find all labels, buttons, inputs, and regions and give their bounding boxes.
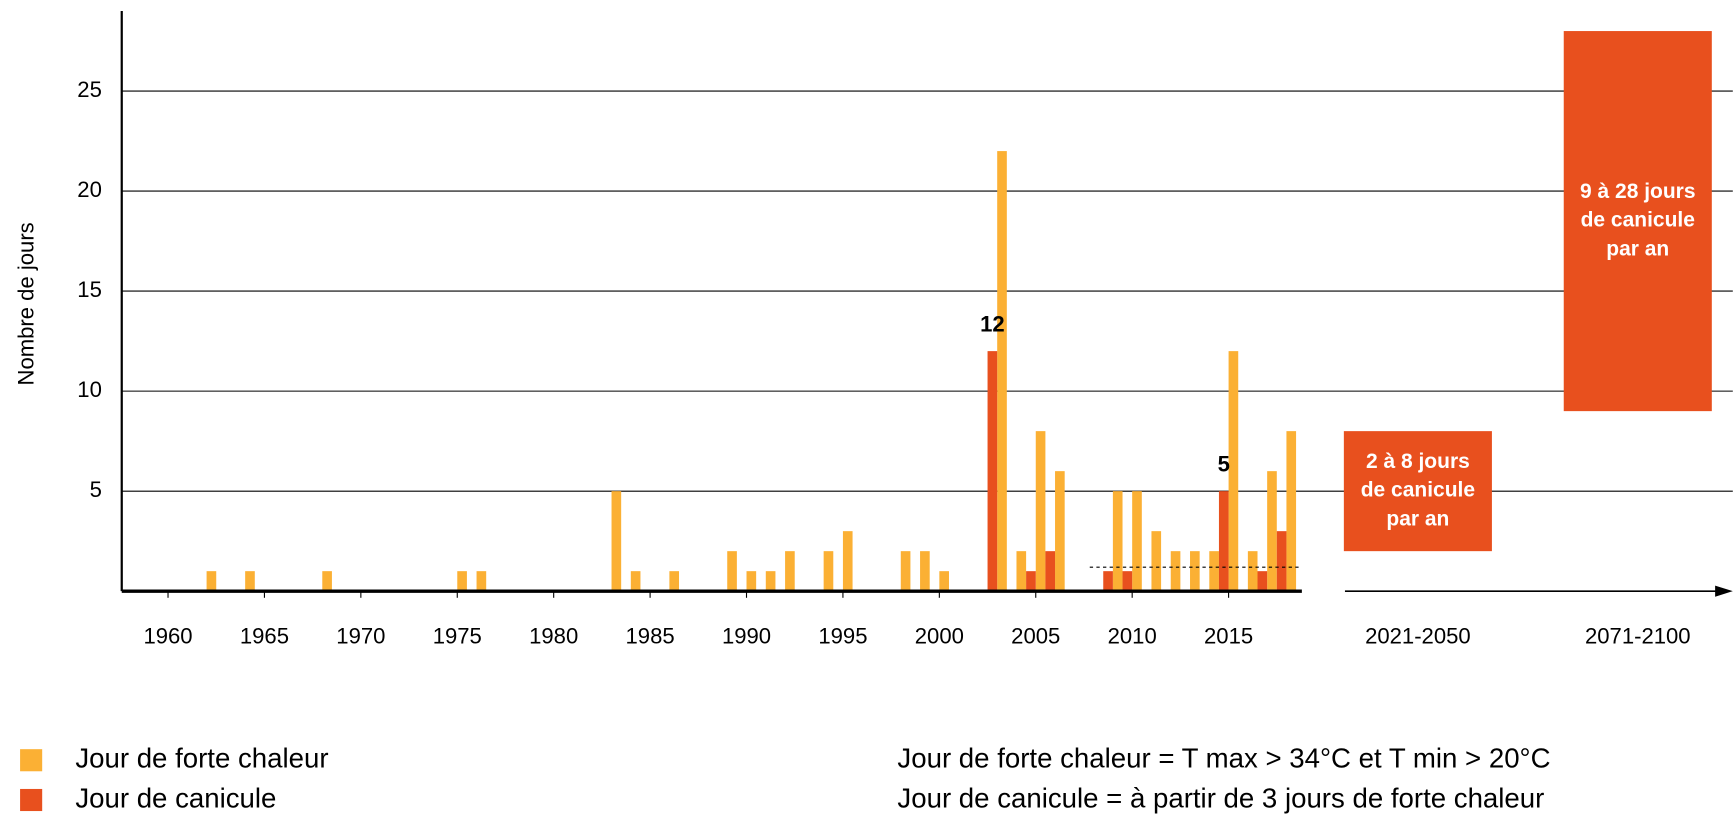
- bar: [987, 351, 998, 592]
- projection-period: 2071-2100: [1585, 623, 1691, 648]
- legend-label: Jour de forte chaleur: [75, 743, 328, 774]
- legend-swatch: [20, 788, 43, 812]
- legend-swatch: [20, 749, 43, 772]
- bar: [630, 571, 641, 592]
- axis-arrow: [1715, 585, 1733, 597]
- bar: [1267, 471, 1277, 592]
- bar: [1035, 431, 1046, 592]
- bar: [1122, 571, 1133, 592]
- y-tick-label: 10: [77, 377, 102, 402]
- y-tick-label: 25: [77, 77, 102, 102]
- bar: [746, 571, 757, 592]
- x-tick-label: 2000: [915, 623, 964, 648]
- x-tick-label: 1995: [818, 623, 867, 648]
- x-tick-label: 2010: [1108, 623, 1157, 648]
- x-tick-label: 2005: [1011, 623, 1060, 648]
- bar: [1247, 551, 1258, 592]
- bar: [900, 551, 911, 592]
- x-tick-label: 1965: [240, 623, 289, 648]
- projection-text: de canicule: [1581, 209, 1695, 232]
- x-tick-label: 2015: [1204, 623, 1253, 648]
- x-tick-label: 1960: [143, 623, 192, 648]
- y-tick-label: 5: [90, 477, 102, 502]
- bar: [1170, 551, 1181, 592]
- y-axis-label: Nombre de jours: [14, 222, 39, 385]
- note: Jour de canicule = à partir de 3 jours d…: [897, 782, 1544, 813]
- bar: [245, 571, 255, 592]
- legend-label: Jour de canicule: [75, 782, 276, 813]
- bar: [457, 571, 467, 592]
- bar: [920, 551, 930, 592]
- bar: [1103, 571, 1113, 592]
- bar: [785, 551, 795, 592]
- bar: [476, 571, 487, 592]
- projection-text: 2 à 8 jours: [1366, 450, 1470, 473]
- bar: [1228, 351, 1239, 592]
- y-tick-label: 20: [77, 177, 102, 202]
- bar: [1016, 551, 1027, 592]
- bar: [1209, 551, 1219, 592]
- x-tick-label: 1970: [336, 623, 385, 648]
- bar: [1276, 531, 1287, 592]
- bar: [1045, 551, 1056, 592]
- bar: [842, 531, 853, 592]
- projection-text: 9 à 28 jours: [1580, 180, 1695, 203]
- projection-box: [1343, 431, 1492, 552]
- bar: [611, 491, 622, 592]
- bar: [1286, 431, 1297, 592]
- bar: [727, 551, 737, 592]
- bar: [997, 151, 1007, 592]
- bar: [939, 571, 949, 592]
- bar: [322, 571, 332, 592]
- bar: [1190, 551, 1200, 592]
- projection-text: de canicule: [1361, 479, 1475, 502]
- bar: [206, 571, 217, 592]
- projection-text: par an: [1386, 507, 1449, 530]
- x-tick-label: 1990: [722, 623, 771, 648]
- bar: [1257, 571, 1268, 592]
- projection-box: [1563, 31, 1712, 412]
- projection-text: par an: [1606, 237, 1669, 260]
- data-label: 12: [980, 312, 1005, 337]
- projection-period: 2021-2050: [1365, 623, 1471, 648]
- x-tick-label: 1980: [529, 623, 578, 648]
- bar: [823, 551, 834, 592]
- bar: [1151, 531, 1162, 592]
- data-label: 5: [1218, 452, 1230, 477]
- bar: [1112, 491, 1123, 592]
- bar: [1055, 471, 1065, 592]
- bar: [1218, 491, 1229, 592]
- bar: [765, 571, 776, 592]
- note: Jour de forte chaleur = T max > 34°C et …: [897, 743, 1550, 774]
- x-tick-label: 1975: [433, 623, 482, 648]
- bar: [1026, 571, 1036, 592]
- x-tick-label: 1985: [626, 623, 675, 648]
- bar: [1132, 491, 1142, 592]
- y-tick-label: 15: [77, 277, 102, 302]
- bar: [669, 571, 680, 592]
